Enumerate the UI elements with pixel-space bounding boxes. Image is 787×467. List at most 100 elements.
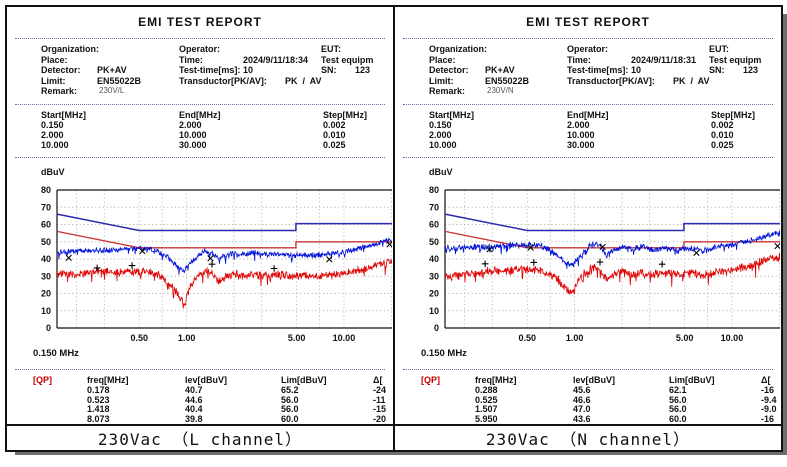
- dotted-separator: [15, 103, 385, 105]
- end-value: 2.000: [179, 119, 202, 130]
- delta-value: -9.4: [761, 394, 777, 405]
- operator-label: Operator:: [567, 44, 609, 55]
- svg-text:5.00: 5.00: [676, 333, 694, 343]
- dbuv-label: dBuV: [41, 166, 65, 177]
- delta-value: -16: [761, 414, 775, 425]
- header-row: Limit: EN55022B Transductor[PK/AV]: PK /…: [7, 76, 393, 86]
- time-value: 2024/9/11/18:31: [631, 54, 697, 65]
- range-table-row: 0.150 2.000 0.002: [7, 120, 393, 130]
- results-table-row: 0.178 40.7 65.2 -24: [7, 385, 393, 395]
- report-frame: EMI TEST REPORT Organization: Operator: …: [5, 5, 783, 452]
- start-value: 10.000: [429, 139, 457, 150]
- freq-value: 8.073: [87, 414, 110, 425]
- freq-header: freq[MHz]: [87, 374, 129, 385]
- dotted-separator: [403, 38, 773, 40]
- emi-spectrum-chart: 0 10 20 30 40 50 60 70 80 0.50 1.00 5.00 10.00 0.150 …: [421, 185, 780, 359]
- results-table-row: 1.507 47.0 56.0 -9.0: [395, 404, 781, 414]
- end-value: 10.000: [179, 129, 207, 140]
- lim-value: 56.0: [669, 394, 687, 405]
- range-table-header: Start[MHz] End[MHz] Step[MHz]: [7, 110, 393, 120]
- lev-value: 44.6: [185, 394, 203, 405]
- transductor-value: PK / AV: [285, 75, 322, 86]
- svg-text:0: 0: [46, 323, 51, 333]
- channel-caption: 230Vac （N channel）: [395, 424, 781, 450]
- operator-label: Operator:: [179, 44, 221, 55]
- delta-value: -15: [373, 404, 387, 415]
- sn-label: SN:: [709, 65, 725, 76]
- dotted-separator: [403, 368, 773, 370]
- transductor-label: Transductor[PK/AV]:: [567, 75, 655, 86]
- report-panel-l-channel: EMI TEST REPORT Organization: Operator: …: [7, 7, 393, 450]
- start-value: 2.000: [429, 129, 452, 140]
- svg-text:10.00: 10.00: [721, 333, 744, 343]
- svg-text:10.00: 10.00: [333, 333, 356, 343]
- place-label: Place:: [41, 54, 68, 65]
- range-table-row: 0.150 2.000 0.002: [395, 120, 781, 130]
- lim-value: 62.1: [669, 384, 687, 395]
- delta-value: -16: [761, 384, 775, 395]
- report-panel-n-channel: EMI TEST REPORT Organization: Operator: …: [395, 7, 781, 450]
- svg-text:20: 20: [41, 288, 51, 298]
- step-mhz-header: Step[MHz]: [711, 109, 755, 120]
- results-table-row: 0.288 45.6 62.1 -16: [395, 385, 781, 395]
- lev-value: 45.6: [573, 384, 591, 395]
- transductor-label: Transductor[PK/AV]:: [179, 75, 267, 86]
- lev-value: 40.7: [185, 384, 203, 395]
- test-equip-label: Test equipm: [709, 54, 762, 65]
- end-mhz-header: End[MHz]: [567, 109, 609, 120]
- svg-text:20: 20: [429, 288, 439, 298]
- dotted-separator: [403, 103, 773, 105]
- time-label: Time:: [179, 54, 203, 65]
- detector-value: PK+AV: [485, 65, 515, 76]
- delta-value: -24: [373, 384, 387, 395]
- lev-value: 40.4: [185, 404, 203, 415]
- start-value: 0.150: [41, 119, 64, 130]
- svg-text:0.50: 0.50: [518, 333, 536, 343]
- place-label: Place:: [429, 54, 456, 65]
- svg-text:70: 70: [41, 202, 51, 212]
- start-value: 0.150: [429, 119, 452, 130]
- test-time-value: 10: [243, 65, 254, 76]
- detector-value: PK+AV: [97, 65, 127, 76]
- svg-text:1.00: 1.00: [566, 333, 584, 343]
- limit-label: Limit:: [429, 75, 454, 86]
- start-mhz-header: Start[MHz]: [41, 109, 86, 120]
- svg-text:40: 40: [429, 254, 439, 264]
- header-row: Remark: 230V/N: [395, 86, 781, 96]
- dbuv-label: dBuV: [429, 166, 453, 177]
- limit-value: EN55022B: [485, 75, 530, 86]
- lev-value: 46.6: [573, 394, 591, 405]
- svg-text:70: 70: [429, 202, 439, 212]
- svg-text:5.00: 5.00: [288, 333, 306, 343]
- header-row: Organization: Operator: EUT:: [7, 44, 393, 54]
- caption-text: 230Vac （N channel）: [485, 430, 691, 450]
- transductor-value: PK / AV: [673, 75, 710, 86]
- delta-value: -11: [373, 394, 386, 405]
- organization-label: Organization:: [41, 44, 99, 55]
- unit-row: dBuV: [395, 167, 781, 178]
- end-mhz-header: End[MHz]: [179, 109, 221, 120]
- report-title: EMI TEST REPORT: [526, 15, 650, 29]
- results-table-row: 0.525 46.6 56.0 -9.4: [395, 395, 781, 405]
- results-table-header: [QP] freq[MHz] lev[dBuV] Lim[dBuV] Δ[: [395, 375, 781, 385]
- svg-text:60: 60: [41, 219, 51, 229]
- freq-value: 0.178: [87, 384, 110, 395]
- organization-label: Organization:: [429, 44, 487, 55]
- header-row: Detector: PK+AV Test-time[ms]: 10 SN: 12…: [7, 65, 393, 75]
- svg-text:0: 0: [434, 323, 439, 333]
- freq-value: 0.525: [475, 394, 498, 405]
- lim-value: 60.0: [669, 414, 687, 425]
- step-value: 0.025: [323, 139, 346, 150]
- sn-value: 123: [743, 65, 759, 76]
- lim-value: 60.0: [281, 414, 299, 425]
- qp-header: [QP]: [421, 374, 440, 385]
- time-value: 2024/9/11/18:34: [243, 54, 309, 65]
- test-time-label: Test-time[ms]:: [179, 65, 241, 76]
- qp-header: [QP]: [33, 374, 52, 385]
- svg-text:80: 80: [429, 185, 439, 195]
- eut-label: EUT:: [709, 44, 729, 55]
- emi-spectrum-chart: 0 10 20 30 40 50 60 70 80 0.50 1.00 5.00 10.00 0.150 …: [33, 185, 392, 359]
- lim-value: 56.0: [669, 404, 687, 415]
- test-time-value: 10: [631, 65, 642, 76]
- svg-text:30: 30: [41, 271, 51, 281]
